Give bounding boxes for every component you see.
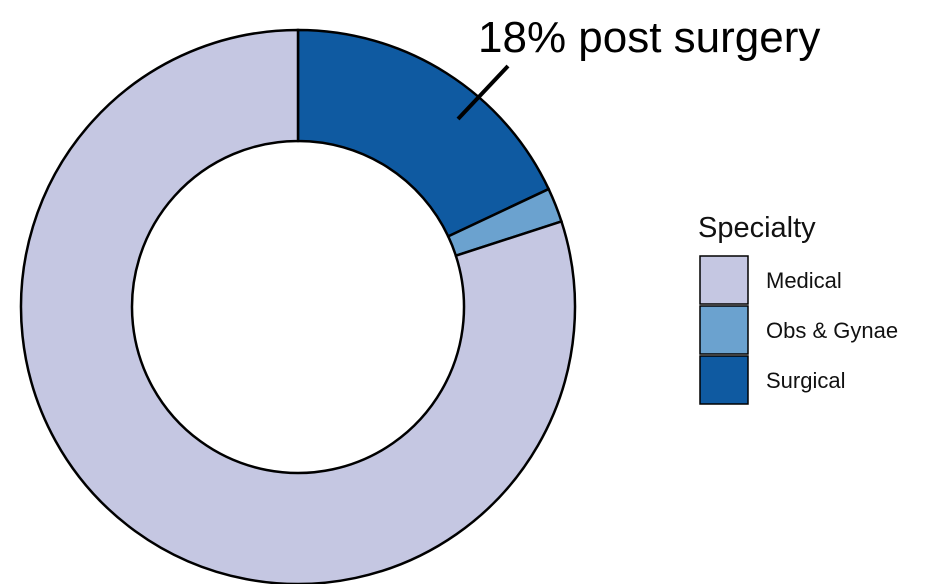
- slice-medical: [19, 28, 577, 584]
- legend-label-obs-gynae: Obs & Gynae: [766, 318, 898, 343]
- legend-swatch-medical: [699, 255, 749, 305]
- slice-surgical: [296, 28, 551, 238]
- legend: Specialty Medical Obs & Gynae Surgical: [698, 212, 898, 405]
- legend-label-surgical: Surgical: [766, 368, 845, 393]
- donut-slices: [19, 28, 577, 584]
- annotation-label: 18% post surgery: [478, 13, 820, 62]
- legend-swatch-surgical: [699, 355, 749, 405]
- legend-swatch-obs-gynae: [699, 305, 749, 355]
- legend-label-medical: Medical: [766, 268, 842, 293]
- annotation-leader-line: [456, 64, 510, 121]
- legend-title: Specialty: [698, 212, 816, 244]
